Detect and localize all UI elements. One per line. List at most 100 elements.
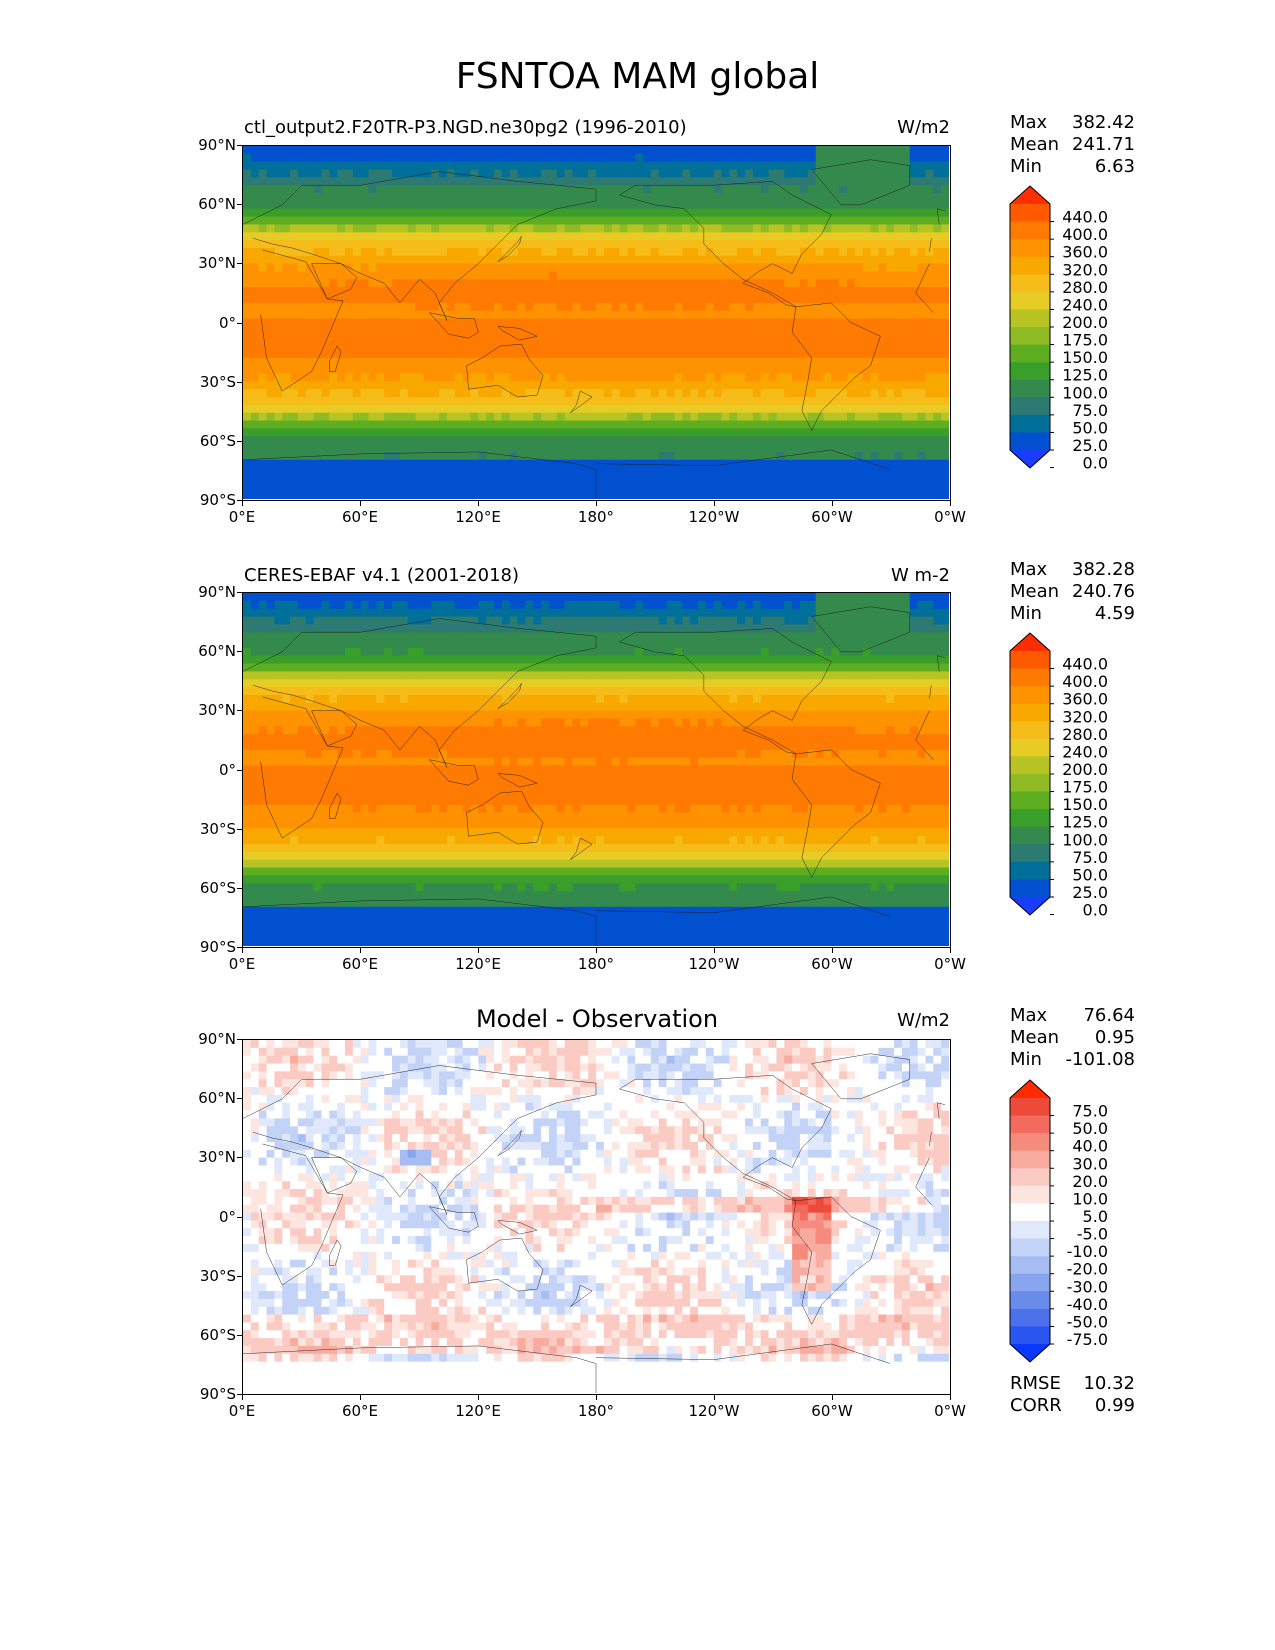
field-cell <box>886 232 895 241</box>
field-cell <box>258 240 268 249</box>
field-cell <box>713 420 723 429</box>
field-cell <box>768 616 778 625</box>
field-cell <box>596 185 605 194</box>
field-cell <box>258 177 268 186</box>
field-cell <box>878 279 887 288</box>
field-cell <box>305 310 315 320</box>
field-cell <box>462 616 472 625</box>
field-cell <box>423 491 432 499</box>
field-cell <box>941 389 949 398</box>
field-cell <box>815 216 825 226</box>
field-cell <box>580 310 589 320</box>
field-cell <box>266 302 275 312</box>
field-cell <box>305 295 315 304</box>
field-cell <box>321 491 330 499</box>
field-cell <box>415 200 425 210</box>
field-cell <box>548 624 558 633</box>
field-cell <box>878 483 887 492</box>
field-cell <box>329 185 338 194</box>
field-cell <box>643 295 652 304</box>
field-cell <box>431 326 440 335</box>
field-cell <box>274 647 283 657</box>
field-cell <box>470 146 479 155</box>
field-cell <box>721 389 730 398</box>
field-cell <box>784 640 793 649</box>
field-cell <box>705 153 715 163</box>
field-cell <box>525 263 534 273</box>
field-cell <box>737 444 746 453</box>
field-cell <box>807 271 817 280</box>
field-cell <box>643 334 652 343</box>
field-cell <box>658 240 668 249</box>
field-cell <box>344 185 354 194</box>
field-cell <box>635 600 644 610</box>
field-cell <box>564 389 574 398</box>
field-cell <box>282 436 291 445</box>
field-cell <box>878 451 887 461</box>
field-cell <box>509 640 519 649</box>
field-cell <box>635 326 644 335</box>
field-cell <box>823 373 832 382</box>
field-cell <box>831 404 840 414</box>
field-cell <box>674 193 683 202</box>
field-cell <box>541 232 550 241</box>
field-cell <box>690 349 699 359</box>
field-cell <box>666 632 676 641</box>
field-cell <box>909 318 919 328</box>
field-cell <box>878 208 887 218</box>
field-cell <box>548 342 558 351</box>
field-cell <box>917 146 927 155</box>
field-cell <box>807 389 817 398</box>
field-cell <box>548 302 558 312</box>
field-cell <box>266 459 275 469</box>
field-cell <box>486 326 495 335</box>
field-cell <box>737 161 746 171</box>
field-cell <box>556 271 566 280</box>
field-cell <box>635 342 644 351</box>
field-cell <box>470 357 479 367</box>
field-cell <box>925 632 934 641</box>
field-cell <box>588 200 597 210</box>
field-cell <box>729 295 738 304</box>
field-cell <box>494 193 503 202</box>
field-cell <box>415 177 425 186</box>
field-cell <box>878 444 887 453</box>
field-cell <box>933 381 942 390</box>
field-cell <box>933 444 942 453</box>
field-cell <box>839 271 848 280</box>
field-cell <box>266 389 275 398</box>
field-cell <box>635 436 644 445</box>
field-cell <box>870 632 879 641</box>
field-cell <box>862 177 872 186</box>
field-cell <box>737 279 746 288</box>
field-cell <box>290 459 299 469</box>
field-cell <box>643 373 652 382</box>
field-cell <box>705 161 715 171</box>
field-cell <box>462 663 472 673</box>
colorbar-segment <box>1010 362 1050 381</box>
field-cell <box>352 389 362 398</box>
field-cell <box>548 224 558 233</box>
field-cell <box>494 169 503 178</box>
field-cell <box>564 240 574 249</box>
field-cell <box>290 483 299 492</box>
field-cell <box>745 271 754 280</box>
field-cell <box>643 177 652 186</box>
field-cell <box>392 161 401 171</box>
field-cell <box>313 216 323 226</box>
field-cell <box>384 459 393 469</box>
field-cell <box>282 397 291 406</box>
field-cell <box>894 318 903 328</box>
field-cell <box>643 216 652 226</box>
field-cell <box>329 444 338 453</box>
field-cell <box>854 271 864 280</box>
field-cell <box>548 436 558 445</box>
field-cell <box>360 451 370 461</box>
field-cell <box>352 428 362 437</box>
field-cell <box>368 444 377 453</box>
field-cell <box>282 381 291 390</box>
field-cell <box>878 334 887 343</box>
field-cell <box>415 436 425 445</box>
field-cell <box>901 318 911 328</box>
field-cell <box>376 169 385 178</box>
